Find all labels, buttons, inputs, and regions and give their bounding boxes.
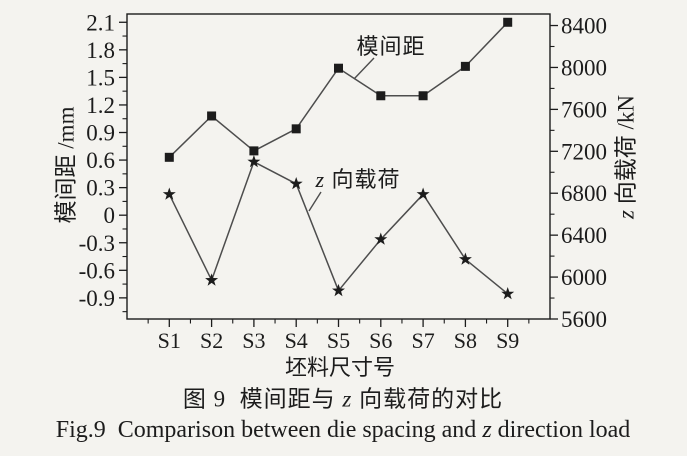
- x-tick-label: S3: [242, 328, 265, 353]
- chart-canvas: 2.1 1.81.5 1.2 0.90.6 0.30 -0.3-0.6 -0.9 8400 80…: [79, 10, 607, 353]
- star-marker: [374, 232, 388, 245]
- caption-cn-suffix: 向载荷的对比: [352, 386, 504, 412]
- left-tick-label: 0: [104, 203, 116, 228]
- left-tick-label: -0.9: [79, 286, 115, 311]
- left-tick-label: 0.3: [86, 176, 115, 201]
- star-marker: [289, 177, 303, 190]
- svg-text:z 向载荷: z 向载荷: [314, 167, 400, 192]
- right-tick-label: 6000: [561, 265, 607, 290]
- x-axis: S1 S2 S3 S4 S5 S6 S7 S8 S9: [147, 319, 530, 353]
- star-marker: [162, 187, 176, 200]
- x-tick-label: S9: [496, 328, 519, 353]
- left-tick-label: 0.6: [86, 148, 115, 173]
- right-tick-label: 6800: [561, 181, 607, 206]
- square-marker: [460, 61, 470, 71]
- star-marker: [416, 187, 430, 200]
- caption-en-z: z: [482, 416, 492, 443]
- caption-en-suffix: direction load: [491, 416, 631, 443]
- series-label-1: z 向载荷: [308, 167, 400, 212]
- left-tick-label: 1.8: [86, 38, 115, 63]
- star-marker: [501, 287, 515, 300]
- square-marker: [207, 111, 217, 121]
- right-tick-label: 8400: [561, 14, 607, 39]
- caption-english: Fig.9 Comparison between die spacing and…: [56, 417, 631, 443]
- x-tick-label: S4: [285, 328, 308, 353]
- right-axis-title-rest: 向载荷 /kN: [613, 95, 639, 211]
- square-marker: [334, 63, 343, 73]
- square-marker: [418, 91, 428, 101]
- series-label-0: 模间距: [353, 34, 425, 80]
- z-load-series: [162, 155, 515, 300]
- right-axis: 8400 8000 7600 7200 6800 6400 6000 5600: [550, 14, 607, 332]
- star-marker: [332, 283, 345, 297]
- star-marker: [205, 273, 219, 286]
- x-tick-label: S6: [369, 328, 392, 353]
- x-tick-label: S8: [454, 328, 477, 353]
- square-marker: [376, 91, 386, 101]
- right-tick-label: 6400: [561, 223, 607, 248]
- caption-cn-prefix: 图 9 模间距与: [182, 386, 343, 412]
- left-tick-label: -0.6: [79, 258, 115, 283]
- square-marker: [503, 17, 513, 27]
- star-marker: [247, 155, 261, 168]
- right-tick-label: 7600: [561, 97, 607, 122]
- right-tick-label: 5600: [561, 307, 607, 332]
- star-marker: [458, 252, 472, 265]
- left-tick-label: 1.5: [86, 65, 115, 90]
- right-axis-title: z 向载荷 /kN: [613, 95, 638, 219]
- square-marker: [249, 146, 259, 156]
- die-spacing-series: [164, 17, 513, 162]
- left-tick-label: 2.1: [86, 10, 115, 35]
- right-tick-label: 7200: [561, 139, 607, 164]
- caption-cn-z: z: [342, 386, 353, 412]
- caption-en-prefix: Fig.9 Comparison between die spacing and: [55, 416, 483, 443]
- square-marker: [291, 124, 301, 134]
- x-tick-label: S1: [158, 328, 181, 353]
- x-tick-label: S2: [200, 328, 223, 353]
- right-tick-label: 8000: [561, 55, 607, 80]
- x-tick-label: S7: [411, 328, 434, 353]
- caption-chinese: 图 9 模间距与 z 向载荷的对比: [183, 386, 503, 411]
- left-axis: 2.1 1.81.5 1.2 0.90.6 0.30 -0.3-0.6 -0.9: [79, 10, 127, 313]
- left-tick-label: -0.3: [79, 231, 115, 256]
- x-axis-title: 坯料尺寸号: [284, 354, 396, 380]
- left-axis-title: 模间距 /mm: [53, 106, 79, 224]
- left-tick-label: 1.2: [86, 93, 115, 118]
- right-axis-title-z: z: [613, 210, 639, 219]
- left-tick-label: 0.9: [86, 121, 115, 146]
- svg-text:模间距: 模间距: [356, 34, 425, 59]
- square-marker: [164, 152, 174, 162]
- x-tick-label: S5: [327, 328, 350, 353]
